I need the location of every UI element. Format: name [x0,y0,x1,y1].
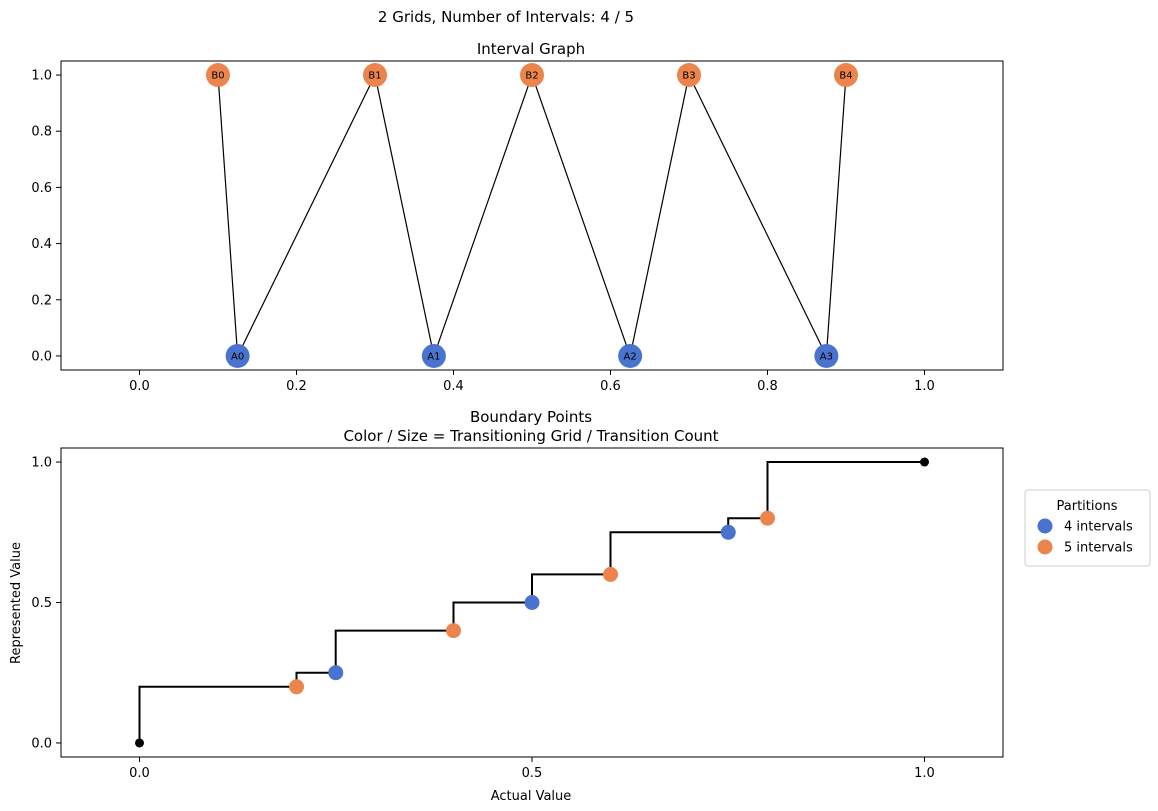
series-5-intervals [289,510,775,695]
y-axis-label: Represented Value [9,542,24,664]
interval-graph-title: Interval Graph [477,40,585,58]
node-label: A3 [820,351,833,362]
boundary-points-y-ticks: 0.0 0.5 1.0 [31,456,61,751]
node-marker [225,343,250,368]
node-B3: B3 [677,63,701,88]
legend-item: 5 intervals [1037,539,1133,556]
node-marker [421,343,446,368]
node-marker [206,63,230,88]
boundary-points-axes: Boundary Points Color / Size = Transitio… [9,408,1004,804]
interval-graph-xtick-label: 0.4 [443,379,464,394]
interval-graph-axes: Interval Graph A0 A1 A2 A3 B0 B1 B2 B3 B4 0.0 0.2… [31,40,1004,394]
edge-B3-A3 [688,74,827,357]
node-marker [834,63,858,88]
legend: Partitions 4 intervals 5 intervals [1024,489,1151,567]
node-label: B2 [525,71,538,82]
legend-item: 4 intervals [1037,518,1133,535]
node-label: B3 [682,71,695,82]
boundary-point-series [289,510,775,695]
boundary-point [328,665,344,681]
node-marker [363,63,387,88]
node-marker [618,343,643,368]
step-endpoints [135,457,929,748]
node-B0: B0 [206,63,230,88]
interval-graph-nodes: A0 A1 A2 A3 B0 B1 B2 B3 B4 [206,63,858,368]
boundary-point [720,524,736,540]
boundary-points-ytick-label: 0.5 [31,596,52,611]
interval-graph-xtick-label: 1.0 [914,379,935,394]
node-A3: A3 [814,343,839,368]
figure-suptitle: 2 Grids, Number of Intervals: 4 / 5 [378,8,634,26]
series-4-intervals [328,524,736,681]
node-B1: B1 [363,63,387,88]
legend-title: Partitions [1057,499,1118,514]
node-label: A2 [624,351,637,362]
boundary-points-ytick-label: 0.0 [31,736,52,751]
node-label: A1 [427,351,440,362]
node-B4: B4 [834,63,858,88]
boundary-points-ytick-label: 1.0 [31,456,52,471]
interval-graph-x-ticks: 0.0 0.2 0.4 0.6 0.8 1.0 [129,370,935,394]
edge-A2-B3 [629,74,690,357]
boundary-point [524,595,540,610]
boundary-point [446,623,461,639]
node-marker [814,343,839,368]
node-A1: A1 [421,343,446,368]
interval-graph-ytick-label: 0.2 [31,293,52,308]
legend-label: 4 intervals [1064,520,1133,535]
edge-A3-B4 [825,75,847,356]
node-label: B1 [368,71,381,82]
interval-graph-ytick-label: 0.8 [31,125,52,140]
interval-graph-y-ticks: 0.0 0.2 0.4 0.6 0.8 1.0 [31,69,61,364]
node-A0: A0 [225,343,250,368]
node-marker [677,63,701,88]
endpoint-marker [135,738,144,748]
interval-graph-xtick-label: 0.2 [286,379,307,394]
edge-B2-A2 [531,74,631,357]
boundary-points-x-ticks: 0.0 0.5 1.0 [129,757,935,781]
interval-graph-xtick-label: 0.0 [129,379,150,394]
boundary-points-xtick-label: 1.0 [914,766,935,781]
node-label: B0 [211,71,224,82]
node-A2: A2 [618,343,643,368]
boundary-points-xtick-label: 0.0 [129,766,150,781]
interval-graph-ytick-label: 1.0 [31,69,52,84]
interval-graph-xtick-label: 0.8 [757,379,778,394]
boundary-points-xtick-label: 0.5 [522,766,543,781]
endpoint-marker [920,457,929,467]
legend-label: 5 intervals [1064,541,1133,556]
legend-marker [1037,539,1053,555]
interval-graph-ytick-label: 0.4 [31,237,52,252]
interval-graph-xtick-label: 0.6 [600,379,621,394]
interval-graph-frame [60,60,1004,371]
edge-A0-B1 [237,74,376,357]
interval-graph-ytick-label: 0.0 [31,349,52,364]
node-label: A0 [231,351,244,362]
edge-B1-A1 [374,74,435,357]
boundary-points-subtitle: Color / Size = Transitioning Grid / Tran… [343,427,718,445]
node-B2: B2 [520,63,544,88]
boundary-point [760,510,775,526]
node-marker [520,63,544,88]
legend-box [1024,489,1151,567]
interval-graph-edges [217,74,847,357]
interval-graph-ytick-label: 0.6 [31,181,52,196]
boundary-point [289,679,304,695]
boundary-point [603,566,618,582]
legend-items: 4 intervals 5 intervals [1037,518,1133,556]
x-axis-label: Actual Value [491,789,572,804]
boundary-points-title: Boundary Points [470,408,592,426]
edge-B0-A0 [217,75,239,356]
legend-marker [1037,518,1053,534]
edge-A1-B2 [433,74,533,357]
node-label: B4 [839,71,852,82]
